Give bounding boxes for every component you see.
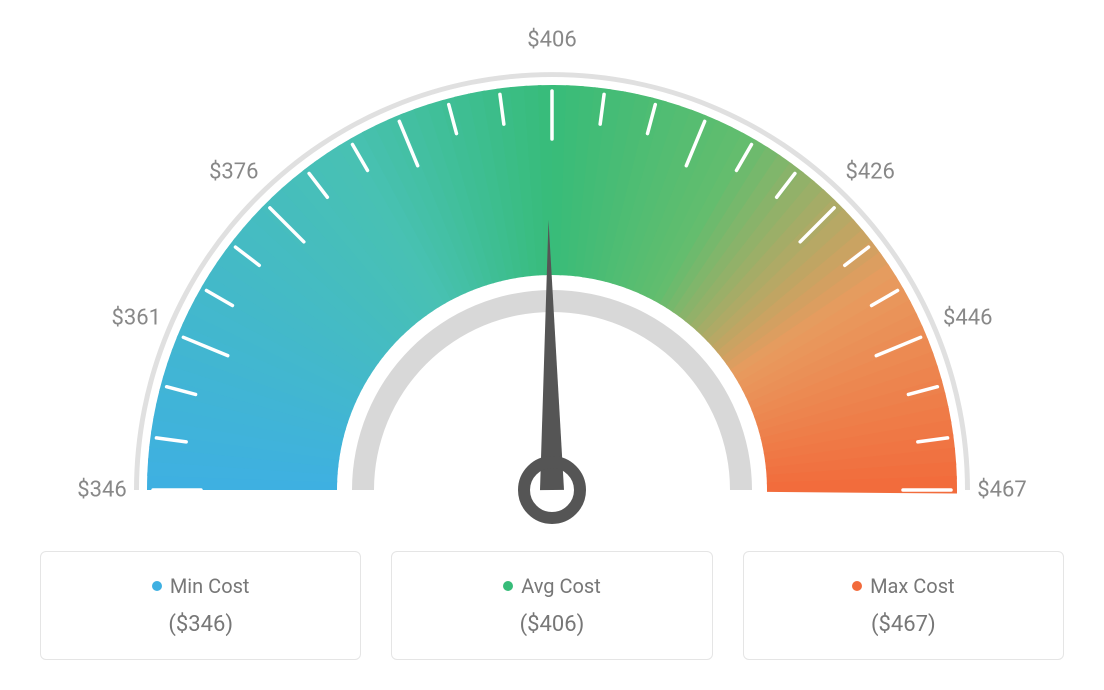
legend-max-dot-icon <box>852 581 862 591</box>
legend-min-value: ($346) <box>51 612 350 637</box>
gauge-tick-label: $426 <box>845 159 894 184</box>
gauge-svg <box>0 0 1104 540</box>
gauge-tick-label: $467 <box>977 478 1026 503</box>
legend-max-label: Max Cost <box>870 574 955 598</box>
legend-min-label: Min Cost <box>170 574 250 598</box>
legend-avg-title: Avg Cost <box>503 574 601 598</box>
legend-card-avg: Avg Cost ($406) <box>391 551 712 660</box>
gauge-tick-label: $361 <box>112 305 161 330</box>
legend-max-title: Max Cost <box>852 574 955 598</box>
legend-avg-dot-icon <box>503 581 513 591</box>
gauge-tick-label: $346 <box>77 478 126 503</box>
legend-min-title: Min Cost <box>152 574 250 598</box>
legend-avg-label: Avg Cost <box>521 574 601 598</box>
legend-row: Min Cost ($346) Avg Cost ($406) Max Cost… <box>40 551 1064 660</box>
legend-card-max: Max Cost ($467) <box>743 551 1064 660</box>
gauge-tick-label: $376 <box>209 159 258 184</box>
cost-gauge-chart: $346 $361 $376 $406 $426 $446 $467 <box>0 0 1104 540</box>
gauge-tick-label: $446 <box>943 305 992 330</box>
legend-max-value: ($467) <box>754 612 1053 637</box>
gauge-tick-label: $406 <box>527 28 576 53</box>
legend-avg-value: ($406) <box>402 612 701 637</box>
legend-min-dot-icon <box>152 581 162 591</box>
legend-card-min: Min Cost ($346) <box>40 551 361 660</box>
